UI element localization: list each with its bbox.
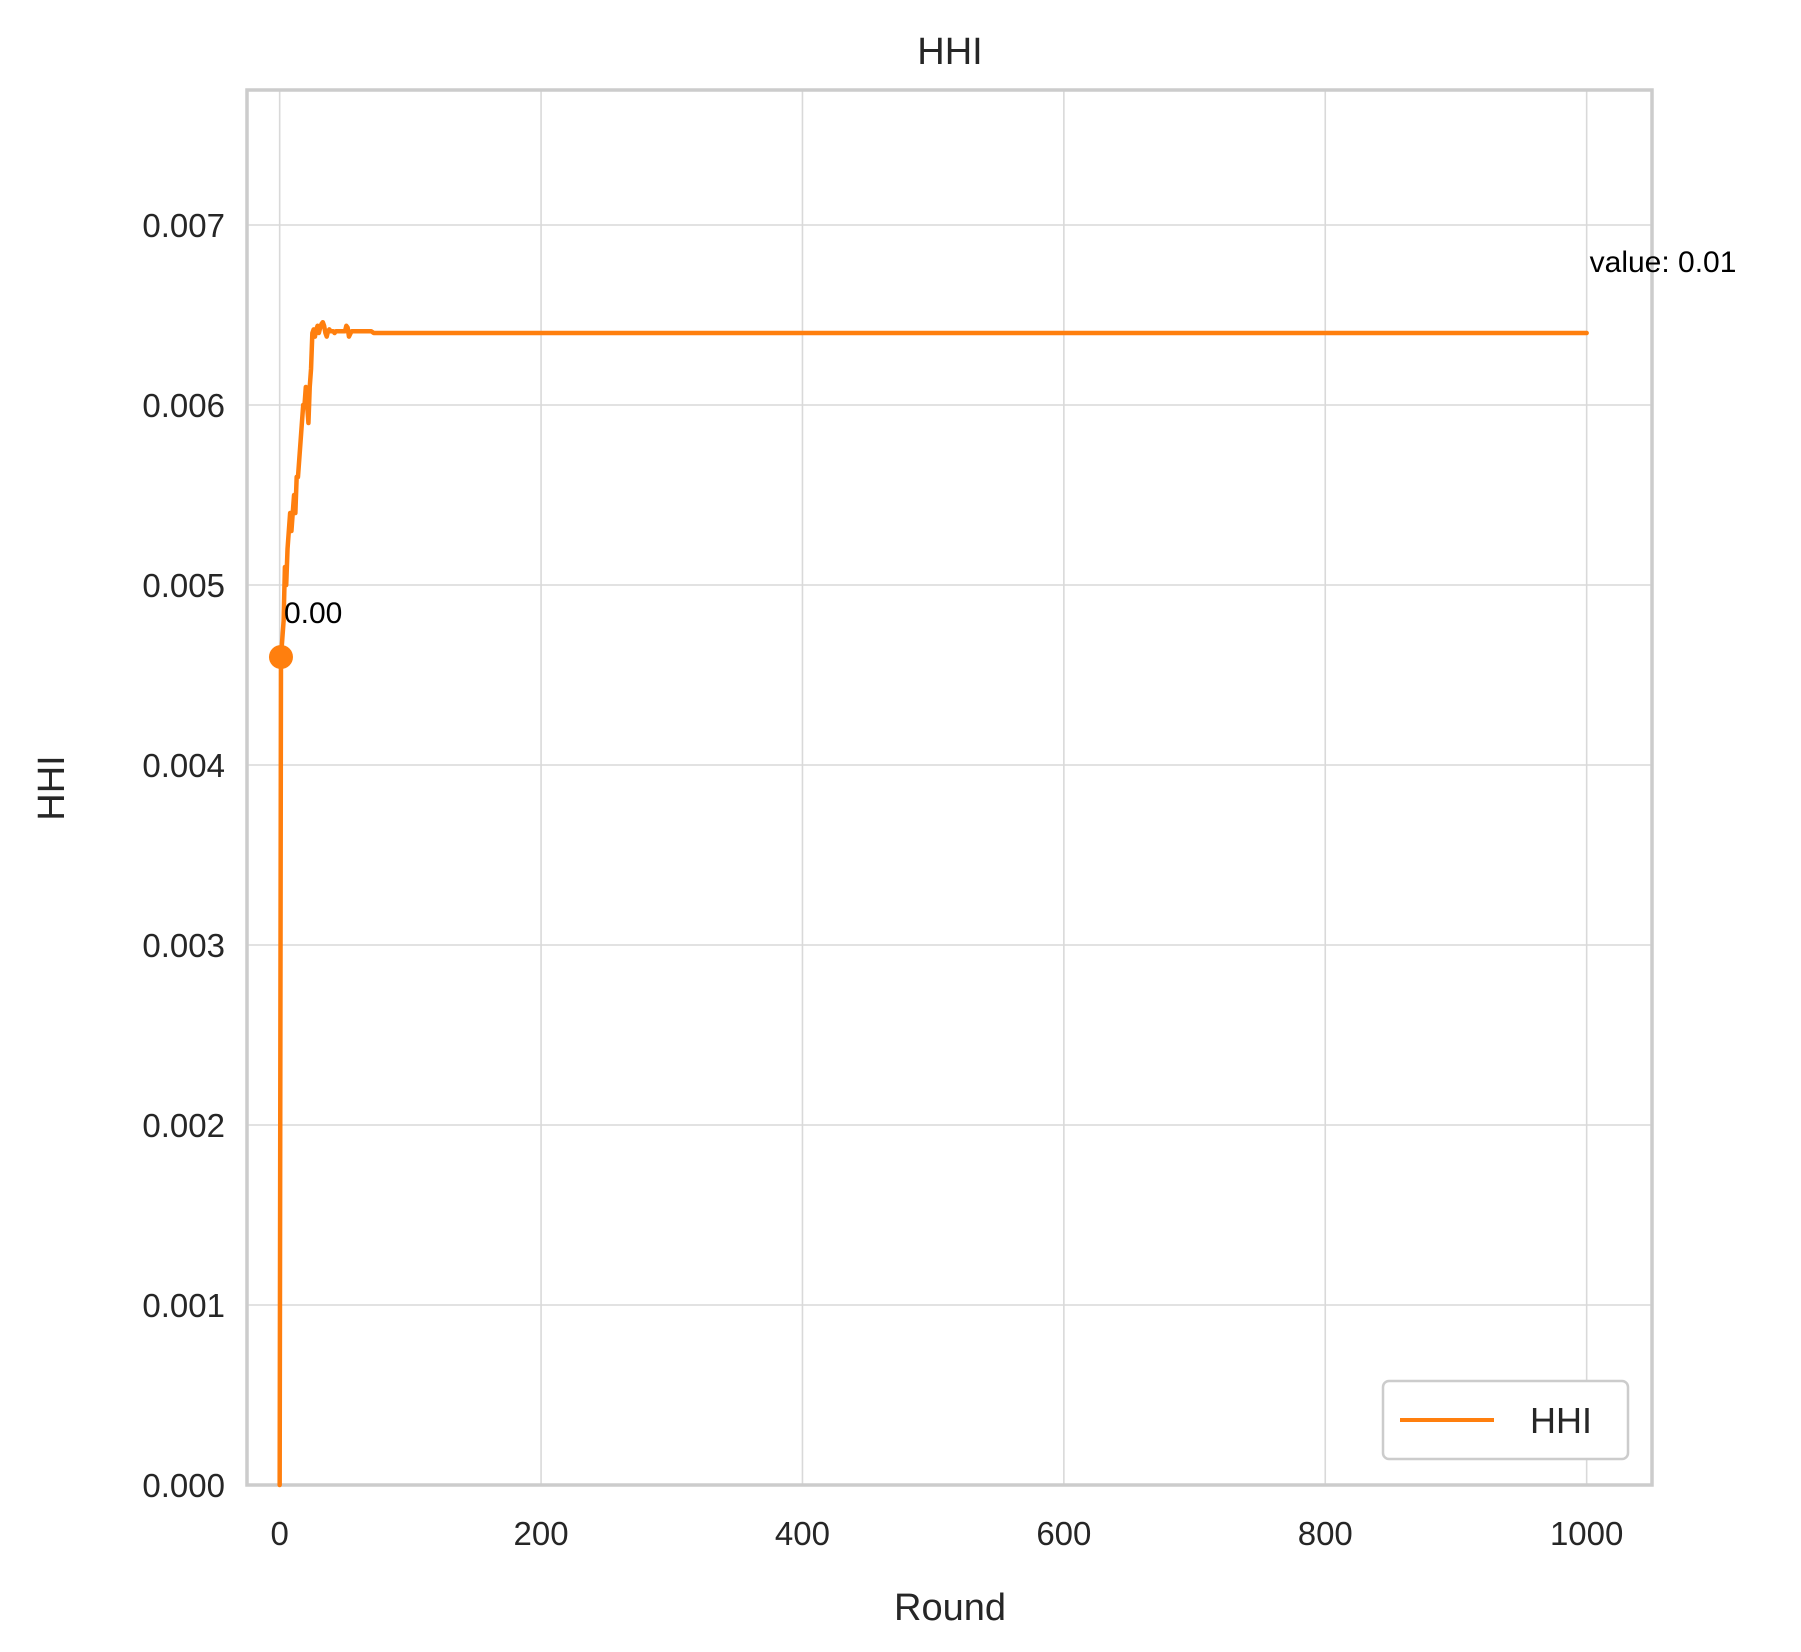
y-tick-labels: 0.000 0.001 0.002 0.003 0.004 0.005 0.006 0.007	[142, 207, 225, 1504]
y-tick-label: 0.007	[142, 207, 225, 244]
series-layer	[277, 319, 1589, 1488]
data-point-marker	[268, 645, 293, 669]
x-gridlines	[278, 90, 1588, 1485]
x-tick-label: 800	[1298, 1515, 1353, 1552]
chart-title: HHI	[917, 31, 982, 73]
x-tick-label: 1000	[1550, 1515, 1623, 1552]
legend-box	[1381, 1379, 1630, 1461]
annotation-label: value: 0.01	[1590, 246, 1737, 279]
y-tick-label: 0.001	[142, 1287, 225, 1324]
y-tick-label: 0.005	[142, 567, 225, 604]
legend: HHI	[1381, 1379, 1630, 1461]
x-tick-label: 0	[270, 1515, 288, 1552]
series-line-hhi	[277, 319, 1589, 1488]
annotation-layer: 0.00 value: 0.01	[284, 246, 1736, 630]
y-tick-label: 0.000	[142, 1467, 225, 1504]
marker-layer	[268, 645, 293, 669]
y-tick-label: 0.002	[142, 1107, 225, 1144]
y-gridlines	[247, 224, 1652, 1306]
legend-label-hhi: HHI	[1530, 1400, 1592, 1441]
y-tick-label: 0.006	[142, 387, 225, 424]
plot-frame	[245, 88, 1654, 1487]
y-tick-label: 0.004	[142, 747, 225, 784]
y-axis-label: HHI	[31, 755, 73, 820]
annotation-label: 0.00	[284, 597, 342, 630]
x-axis-label: Round	[894, 1587, 1006, 1629]
x-tick-label: 400	[775, 1515, 830, 1552]
y-tick-label: 0.003	[142, 927, 225, 964]
x-tick-label: 200	[514, 1515, 569, 1552]
x-tick-label: 600	[1036, 1515, 1091, 1552]
x-tick-labels: 0 200 400 600 800 1000	[270, 1515, 1623, 1552]
